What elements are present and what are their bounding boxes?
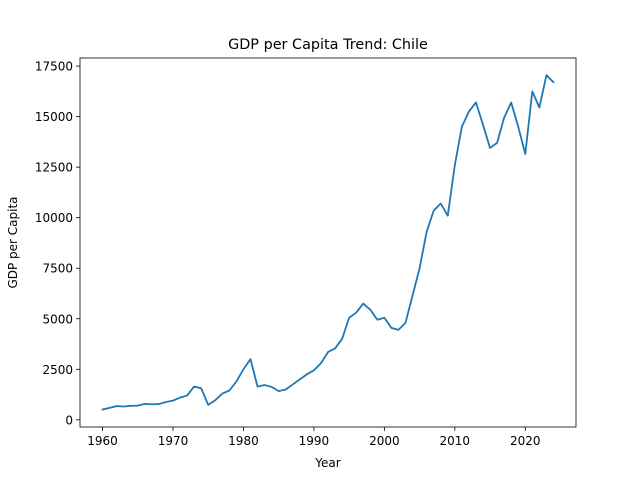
chart-title: GDP per Capita Trend: Chile [228,37,428,53]
y-tick-label: 2500 [42,363,73,377]
y-tick-label: 10000 [35,211,73,225]
x-tick-label: 1960 [87,434,118,448]
x-tick-label: 2020 [510,434,541,448]
x-axis-label: Year [314,456,340,470]
y-axis-label: GDP per Capita [6,196,20,288]
y-tick-label: 15000 [35,110,73,124]
y-tick-label: 12500 [35,161,73,175]
x-tick-label: 2000 [369,434,400,448]
y-axis: 0 2500 5000 7500 10000 12500 15000 17500 [35,60,80,427]
y-tick-label: 7500 [42,262,73,276]
x-tick-label: 1980 [228,434,259,448]
x-tick-label: 1990 [299,434,330,448]
axes-frame [79,57,577,428]
x-axis: 1960 1970 1980 1990 2000 2010 2020 [87,427,541,448]
series-line [101,74,555,411]
y-tick-label: 17500 [35,60,73,74]
x-tick-label: 1970 [158,434,189,448]
y-tick-label: 0 [65,413,73,427]
plot-area [101,74,555,411]
y-tick-label: 5000 [42,312,73,326]
x-tick-label: 2010 [440,434,471,448]
